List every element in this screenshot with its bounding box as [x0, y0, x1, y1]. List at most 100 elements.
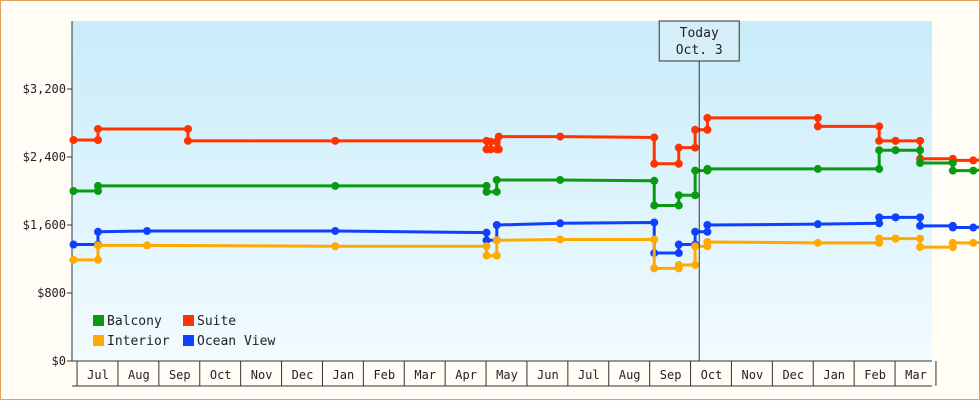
- data-point: [691, 242, 700, 251]
- data-point: [891, 146, 900, 155]
- data-point: [875, 146, 884, 155]
- data-point: [494, 132, 503, 141]
- data-point: [875, 219, 884, 228]
- data-point: [482, 242, 491, 251]
- data-point: [969, 238, 978, 247]
- data-point: [891, 136, 900, 145]
- data-point: [650, 133, 659, 142]
- legend-swatch: [93, 335, 104, 346]
- today-marker: Today Oct. 3: [658, 20, 740, 361]
- y-tick-label: $0: [52, 354, 66, 368]
- x-tick-label: Aug: [619, 368, 641, 382]
- data-point: [891, 213, 900, 222]
- data-point: [691, 125, 700, 134]
- x-tick-label: May: [496, 368, 518, 382]
- data-point: [94, 241, 102, 250]
- data-point: [691, 260, 700, 269]
- data-point: [813, 238, 822, 247]
- x-tick-label: Nov: [742, 368, 764, 382]
- x-tick-label: Sep: [169, 368, 191, 382]
- x-tick-label: Jan: [823, 368, 845, 382]
- x-axis: Jul Aug Sep Oct Nov Dec Jan Feb Mar Apr May Jun Jul A…: [72, 360, 937, 387]
- y-tick-label: $800: [37, 286, 66, 300]
- data-point: [969, 223, 978, 232]
- data-point: [875, 234, 884, 243]
- data-point: [143, 241, 152, 250]
- x-tick-label: Oct: [701, 368, 723, 382]
- data-point: [650, 176, 659, 185]
- data-point: [482, 187, 491, 196]
- data-point: [650, 159, 659, 168]
- data-point: [650, 201, 659, 210]
- plot-background: [72, 21, 932, 361]
- data-point: [916, 158, 925, 167]
- data-point: [969, 166, 978, 175]
- data-point: [703, 113, 712, 122]
- data-point: [94, 255, 102, 264]
- data-point: [916, 213, 925, 222]
- data-point: [813, 113, 822, 122]
- data-point: [183, 124, 192, 133]
- x-tick-label: Jul: [578, 368, 600, 382]
- today-label: Today: [680, 26, 719, 41]
- y-axis: $0 $800 $1,600 $2,400 $3,200: [23, 21, 73, 368]
- data-point: [875, 164, 884, 173]
- data-point: [703, 221, 712, 229]
- data-point: [482, 251, 491, 260]
- data-point: [948, 166, 957, 175]
- series-suite: [69, 113, 980, 168]
- legend-label: Suite: [197, 314, 236, 329]
- data-point: [916, 221, 925, 230]
- legend-label: Ocean View: [197, 334, 275, 349]
- data-point: [94, 181, 102, 190]
- data-point: [674, 201, 683, 210]
- data-point: [813, 220, 822, 229]
- data-point: [813, 164, 822, 173]
- legend-swatch: [183, 315, 194, 326]
- data-point: [948, 238, 957, 247]
- data-point: [969, 156, 978, 165]
- legend-label: Interior: [107, 334, 170, 349]
- y-tick-label: $3,200: [23, 82, 66, 96]
- data-point: [674, 249, 683, 258]
- data-point: [691, 191, 700, 200]
- x-tick-label: Dec: [292, 368, 314, 382]
- data-point: [486, 137, 495, 146]
- data-point: [674, 143, 683, 152]
- data-point: [183, 136, 192, 145]
- data-point: [650, 218, 659, 227]
- data-point: [69, 240, 78, 249]
- data-point: [556, 175, 565, 184]
- data-point: [482, 236, 491, 245]
- data-point: [492, 175, 501, 184]
- data-point: [703, 125, 712, 134]
- data-point: [556, 235, 565, 244]
- legend: Balcony Suite Interior Ocean View: [93, 314, 275, 349]
- data-point: [674, 260, 683, 269]
- data-point: [674, 159, 683, 168]
- data-point: [331, 136, 340, 145]
- x-tick-label: Mar: [414, 368, 436, 382]
- data-point: [492, 251, 501, 260]
- data-point: [703, 164, 712, 173]
- series-interior: [69, 234, 980, 273]
- data-point: [875, 122, 884, 131]
- data-point: [691, 166, 700, 175]
- data-point: [556, 219, 565, 228]
- y-tick-label: $1,600: [23, 218, 66, 232]
- data-point: [691, 227, 700, 236]
- data-point: [492, 236, 501, 245]
- data-point: [891, 234, 900, 243]
- data-point: [331, 242, 340, 251]
- x-tick-label: Jul: [87, 368, 109, 382]
- data-point: [69, 136, 78, 144]
- data-point: [482, 228, 491, 237]
- data-point: [948, 223, 957, 232]
- data-point: [948, 158, 957, 167]
- data-point: [143, 226, 152, 235]
- series-layer: [69, 113, 980, 273]
- data-point: [331, 181, 340, 190]
- data-point: [875, 136, 884, 145]
- x-tick-label: Dec: [782, 368, 804, 382]
